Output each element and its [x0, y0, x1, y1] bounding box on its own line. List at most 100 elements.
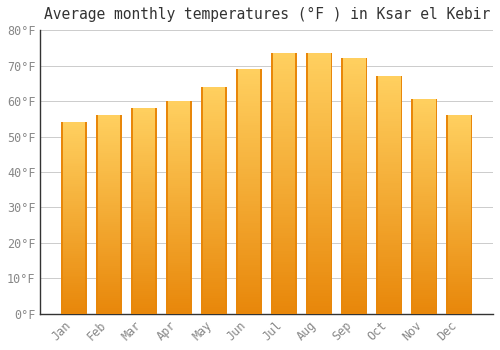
Bar	[61, 134, 87, 136]
Bar	[131, 260, 157, 262]
Bar	[306, 95, 332, 97]
Bar	[376, 105, 402, 107]
Bar	[446, 141, 472, 143]
Bar	[341, 92, 367, 94]
Bar	[236, 211, 262, 213]
Bar	[376, 259, 402, 261]
Bar	[131, 312, 157, 314]
Bar	[96, 155, 122, 157]
Bar	[411, 234, 438, 237]
Bar	[131, 271, 157, 273]
Bar	[131, 228, 157, 230]
Bar	[61, 128, 87, 130]
Bar	[271, 129, 297, 131]
Bar	[446, 181, 472, 183]
Bar	[96, 218, 122, 220]
Bar	[411, 224, 438, 226]
Bar	[306, 311, 332, 314]
Bar	[166, 188, 192, 190]
Bar	[131, 108, 133, 314]
Bar	[470, 115, 472, 314]
Bar	[446, 229, 472, 230]
Bar	[446, 240, 472, 242]
Bar	[446, 151, 472, 153]
Bar	[446, 252, 472, 254]
Bar	[61, 212, 87, 214]
Bar	[61, 239, 87, 241]
Bar	[201, 255, 228, 257]
Bar	[376, 224, 402, 226]
Bar	[96, 298, 122, 300]
Bar	[236, 164, 262, 167]
Bar	[131, 273, 157, 275]
Bar	[306, 56, 332, 58]
Bar	[131, 125, 157, 127]
Bar	[271, 189, 297, 191]
Bar	[376, 88, 402, 90]
Bar	[411, 307, 438, 310]
Bar	[271, 160, 297, 163]
Bar	[411, 262, 438, 265]
Bar	[96, 268, 122, 270]
Bar	[166, 116, 192, 118]
Bar	[131, 300, 157, 302]
Bar	[131, 164, 157, 166]
Bar	[376, 131, 402, 133]
Bar	[61, 278, 87, 279]
Bar	[411, 140, 438, 142]
Bar	[411, 237, 438, 239]
Bar	[236, 226, 262, 228]
Bar	[446, 248, 472, 250]
Bar	[96, 145, 122, 147]
Bar	[61, 222, 87, 224]
Bar	[61, 260, 87, 262]
Bar	[341, 191, 367, 194]
Bar	[446, 242, 472, 244]
Bar	[201, 166, 228, 169]
Bar	[201, 191, 228, 194]
Bar	[131, 275, 157, 277]
Bar	[166, 218, 192, 220]
Bar	[306, 186, 332, 189]
Bar	[61, 138, 87, 140]
Bar	[341, 82, 367, 84]
Bar	[131, 232, 157, 234]
Bar	[236, 169, 262, 172]
Bar	[236, 138, 262, 140]
Bar	[201, 257, 228, 259]
Bar	[411, 286, 438, 288]
Bar	[201, 278, 228, 280]
Bar	[446, 153, 472, 155]
Bar	[61, 289, 87, 291]
Bar	[131, 209, 157, 211]
Bar	[166, 180, 192, 182]
Bar	[131, 283, 157, 285]
Bar	[96, 290, 122, 292]
Bar	[96, 179, 122, 181]
Bar	[376, 135, 402, 138]
Bar	[131, 131, 157, 133]
Bar	[376, 302, 402, 304]
Bar	[96, 171, 122, 173]
Bar	[306, 223, 332, 225]
Bar	[271, 264, 297, 267]
Bar	[306, 288, 332, 290]
Bar	[306, 121, 332, 124]
Bar	[236, 255, 262, 258]
Bar	[96, 294, 122, 296]
Bar	[131, 223, 157, 225]
Bar	[411, 168, 438, 170]
Bar	[61, 199, 87, 201]
Bar	[376, 112, 402, 114]
Bar	[236, 309, 262, 312]
Bar	[271, 87, 297, 90]
Bar	[166, 210, 192, 212]
Bar	[61, 170, 87, 172]
Bar	[61, 191, 87, 193]
Bar	[376, 167, 402, 169]
Bar	[306, 136, 332, 139]
Bar	[131, 219, 157, 221]
Bar	[96, 131, 122, 133]
Bar	[446, 217, 472, 218]
Bar	[236, 98, 262, 101]
